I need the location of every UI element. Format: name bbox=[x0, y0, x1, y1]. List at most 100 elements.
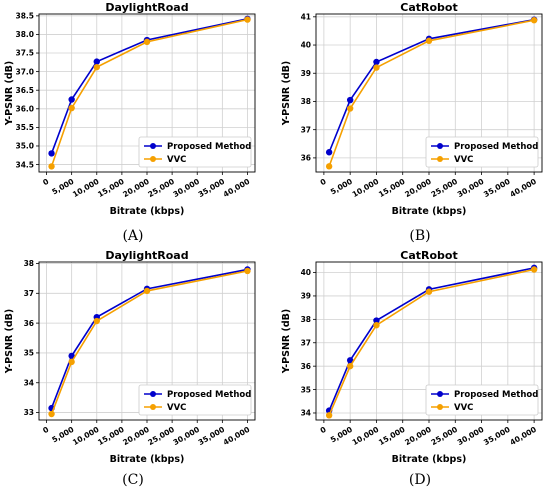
x-tick-label: 20,000 bbox=[121, 177, 151, 199]
data-point-proposed-method bbox=[93, 58, 100, 65]
legend-marker bbox=[437, 391, 443, 397]
data-point-proposed-method bbox=[68, 352, 75, 360]
data-point-vvc bbox=[68, 104, 75, 112]
chart-panel-3: 0 5,00010,00015,00020,00025,00030,00035,0… bbox=[4, 249, 256, 488]
y-tick-label: 41 bbox=[301, 13, 311, 22]
y-tick-label: 38 bbox=[301, 97, 311, 106]
legend-marker bbox=[437, 156, 443, 162]
y-tick-label: 36.0 bbox=[15, 105, 34, 114]
x-tick-label: 30,000 bbox=[171, 425, 201, 447]
legend bbox=[425, 136, 539, 168]
data-point-vvc bbox=[143, 38, 151, 46]
data-point-proposed-method bbox=[346, 357, 354, 364]
x-axis-label: Bitrate (kbps) bbox=[110, 206, 185, 217]
chart-title: DaylightRoad bbox=[105, 1, 188, 14]
chart-title: CatRobot bbox=[400, 249, 457, 262]
x-tick-label: 15,000 bbox=[377, 425, 407, 447]
data-point-proposed-method bbox=[346, 96, 354, 104]
y-tick-label: 38 bbox=[24, 259, 34, 268]
y-tick-label: 35.5 bbox=[15, 123, 34, 132]
data-point-vvc bbox=[346, 362, 354, 370]
legend-marker bbox=[150, 156, 156, 162]
x-tick-label: 20,000 bbox=[403, 425, 433, 447]
x-tick-label: 5,000 bbox=[329, 177, 354, 197]
x-tick-label: 10,000 bbox=[351, 425, 381, 447]
data-point-proposed-method bbox=[48, 150, 55, 157]
y-tick-label: 39 bbox=[301, 69, 311, 78]
y-tick-label: 40 bbox=[301, 268, 311, 277]
x-tick-label: 0 bbox=[41, 177, 50, 187]
x-tick-label: 10,000 bbox=[71, 425, 101, 447]
legend-label: VVC bbox=[167, 155, 186, 165]
x-tick-label: 25,000 bbox=[430, 425, 460, 447]
chart-panel-2: 0 5,00010,00015,00020,00025,00030,00035,0… bbox=[281, 1, 543, 244]
x-tick-label: 0 bbox=[319, 177, 328, 187]
x-axis-label: Bitrate (kbps) bbox=[392, 206, 467, 217]
legend-marker bbox=[150, 391, 156, 397]
y-axis-label: Y-PSNR (dB) bbox=[4, 309, 15, 375]
panel-caption: (C) bbox=[122, 472, 144, 488]
data-point-vvc bbox=[530, 266, 538, 273]
legend bbox=[425, 384, 539, 416]
data-point-vvc bbox=[93, 317, 100, 325]
x-tick-label: 30,000 bbox=[456, 425, 486, 447]
y-tick-label: 38 bbox=[301, 315, 311, 324]
data-point-proposed-method bbox=[325, 149, 333, 156]
x-tick-label: 5,000 bbox=[329, 425, 354, 445]
y-tick-label: 37 bbox=[301, 338, 311, 347]
y-tick-label: 34 bbox=[301, 409, 311, 418]
x-tick-label: 20,000 bbox=[121, 425, 151, 447]
legend-marker bbox=[437, 143, 443, 149]
data-point-proposed-method bbox=[68, 96, 75, 103]
y-tick-label: 35.0 bbox=[15, 142, 34, 151]
data-point-vvc bbox=[325, 412, 333, 419]
y-tick-label: 35 bbox=[301, 385, 311, 394]
x-tick-label: 15,000 bbox=[96, 425, 126, 447]
data-point-vvc bbox=[48, 163, 55, 170]
chart-panel-1: 0 5,00010,00015,00020,00025,00030,00035,0… bbox=[4, 1, 256, 244]
data-point-vvc bbox=[68, 358, 75, 366]
data-point-vvc bbox=[425, 37, 433, 45]
data-point-vvc bbox=[325, 163, 333, 170]
panel-caption: (A) bbox=[122, 228, 143, 244]
data-point-vvc bbox=[244, 267, 251, 275]
x-tick-label: 0 bbox=[319, 425, 328, 435]
legend-label: Proposed Method bbox=[167, 390, 251, 400]
x-tick-label: 25,000 bbox=[430, 177, 460, 199]
y-tick-label: 34 bbox=[24, 378, 34, 387]
x-tick-label: 0 bbox=[41, 425, 50, 435]
x-tick-label: 35,000 bbox=[197, 425, 227, 447]
y-axis-label: Y-PSNR (dB) bbox=[281, 309, 292, 375]
x-tick-label: 20,000 bbox=[403, 177, 433, 199]
data-point-vvc bbox=[143, 287, 151, 295]
y-tick-label: 39 bbox=[301, 292, 311, 301]
y-tick-label: 35 bbox=[24, 349, 34, 358]
chart-title: DaylightRoad bbox=[105, 249, 188, 262]
x-tick-label: 15,000 bbox=[377, 177, 407, 199]
x-tick-label: 35,000 bbox=[482, 425, 512, 447]
data-point-vvc bbox=[93, 63, 100, 71]
legend-label: Proposed Method bbox=[454, 142, 538, 152]
legend-marker bbox=[437, 404, 443, 410]
y-tick-label: 40 bbox=[301, 41, 311, 50]
y-tick-label: 37.5 bbox=[15, 49, 34, 58]
y-tick-label: 36 bbox=[24, 319, 34, 328]
legend-marker bbox=[150, 143, 156, 149]
legend-marker bbox=[150, 404, 156, 410]
data-point-vvc bbox=[373, 322, 380, 329]
x-tick-label: 10,000 bbox=[71, 177, 101, 199]
y-tick-label: 36 bbox=[301, 154, 311, 163]
data-point-vvc bbox=[48, 410, 55, 418]
panel-caption: (B) bbox=[409, 228, 430, 244]
data-point-proposed-method bbox=[373, 58, 380, 66]
y-tick-label: 38.0 bbox=[15, 30, 34, 39]
legend-label: VVC bbox=[454, 403, 473, 413]
chart-title: CatRobot bbox=[400, 1, 457, 14]
y-axis-label: Y-PSNR (dB) bbox=[4, 61, 15, 127]
data-point-vvc bbox=[373, 64, 380, 71]
legend bbox=[138, 136, 252, 168]
x-tick-label: 35,000 bbox=[482, 177, 512, 199]
x-axis-label: Bitrate (kbps) bbox=[392, 454, 467, 465]
data-point-vvc bbox=[346, 105, 354, 112]
